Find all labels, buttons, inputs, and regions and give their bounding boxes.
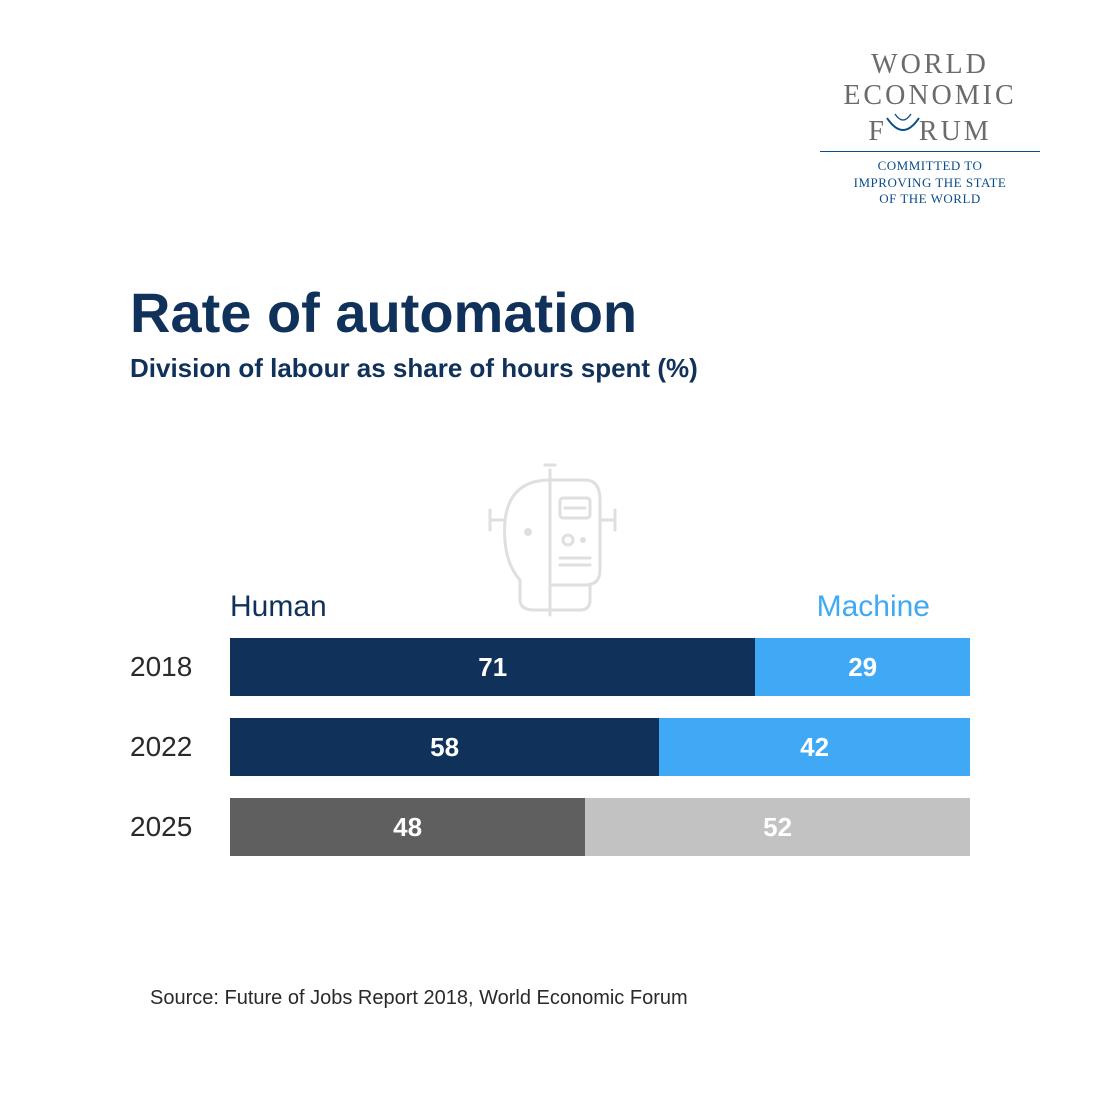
tagline-2: IMPROVING THE STATE xyxy=(820,175,1040,191)
logo-tagline: COMMITTED TO IMPROVING THE STATE OF THE … xyxy=(820,151,1040,207)
legend-machine: Machine xyxy=(817,590,970,624)
bar-track: 5842 xyxy=(230,718,970,776)
year-label: 2018 xyxy=(130,651,230,683)
bar-row: 20225842 xyxy=(130,718,970,776)
bar-segment-human: 71 xyxy=(230,638,755,696)
bar-segment-human: 48 xyxy=(230,798,585,856)
wef-logo: WORLD ECONOMIC FRUM COMMITTED TO IMPROVI… xyxy=(820,50,1040,207)
logo-forum-rest: RUM xyxy=(919,116,992,147)
year-label: 2022 xyxy=(130,731,230,763)
bar-segment-human: 58 xyxy=(230,718,659,776)
title-block: Rate of automation Division of labour as… xyxy=(130,280,698,384)
bar-segment-machine: 42 xyxy=(659,718,970,776)
tagline-1: COMMITTED TO xyxy=(820,158,1040,174)
logo-line-2: ECONOMIC xyxy=(820,81,1040,112)
logo-globe-icon xyxy=(885,112,921,140)
source-line: Source: Future of Jobs Report 2018, Worl… xyxy=(150,987,688,1010)
legend-row: Human Machine xyxy=(130,590,970,624)
logo-line-3: FRUM xyxy=(820,112,1040,148)
logo-line-1: WORLD xyxy=(820,50,1040,81)
chart-area: Human Machine 20187129 20225842 20254852 xyxy=(130,470,970,878)
bar-track: 7129 xyxy=(230,638,970,696)
bar-segment-machine: 52 xyxy=(585,798,970,856)
bar-row: 20254852 xyxy=(130,798,970,856)
chart-subtitle: Division of labour as share of hours spe… xyxy=(130,353,698,384)
chart-title: Rate of automation xyxy=(130,280,698,345)
tagline-3: OF THE WORLD xyxy=(820,191,1040,207)
year-label: 2025 xyxy=(130,811,230,843)
bar-row: 20187129 xyxy=(130,638,970,696)
bars-container: 20187129 20225842 20254852 xyxy=(130,638,970,856)
legend-human: Human xyxy=(230,590,327,624)
bar-segment-machine: 29 xyxy=(755,638,970,696)
bar-track: 4852 xyxy=(230,798,970,856)
